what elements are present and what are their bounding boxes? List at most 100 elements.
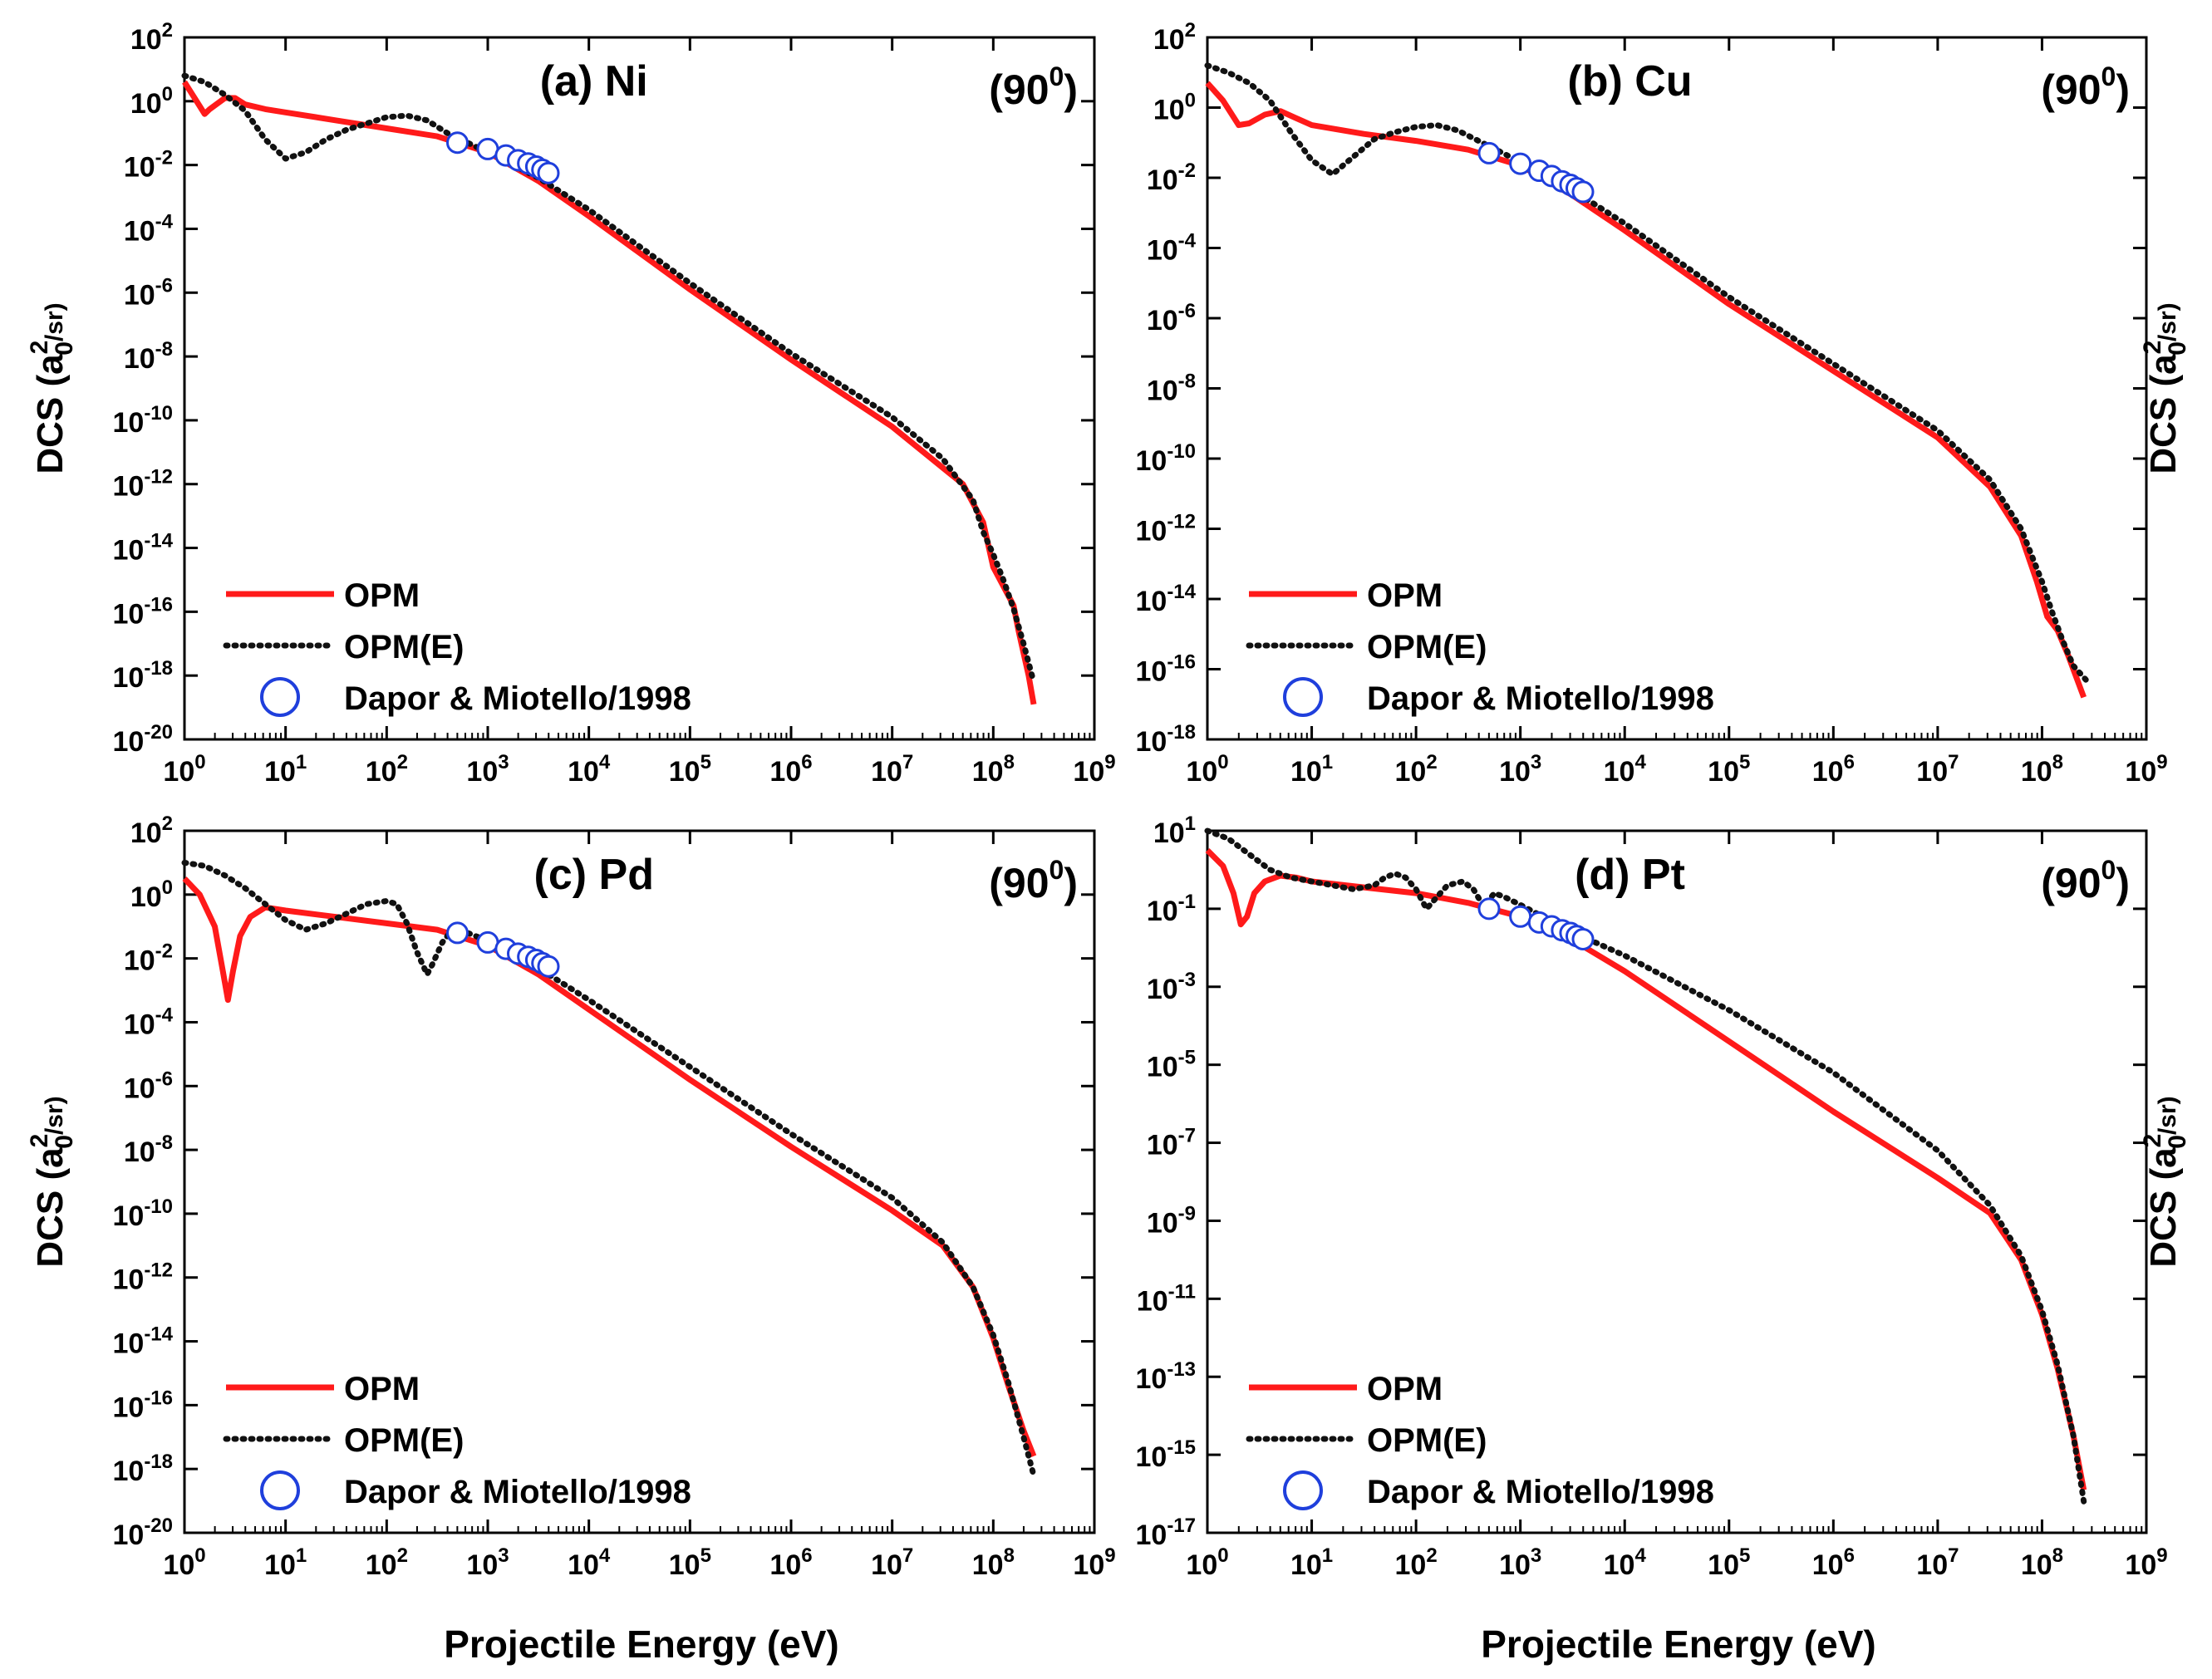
y-tick-label: 10-14 — [1135, 581, 1196, 617]
x-tick-label: 109 — [2125, 1544, 2167, 1581]
x-tick-label: 106 — [769, 751, 812, 788]
y-tick-label: 10-8 — [124, 1132, 173, 1168]
series-line-opme — [1204, 827, 2087, 1505]
x-tick-label: 106 — [1812, 1544, 1855, 1581]
xlabel-left: Projectile Energy (eV) — [444, 1623, 839, 1666]
x-tick-label: 108 — [2021, 1544, 2063, 1581]
x-tick-label: 106 — [769, 1544, 812, 1581]
x-tick-label: 109 — [1073, 1544, 1115, 1581]
y-tick-label: 10-12 — [112, 466, 173, 503]
x-tick-label: 107 — [871, 751, 913, 788]
angle-label: (900) — [989, 855, 1078, 906]
data-point-dapor — [1509, 905, 1532, 928]
y-tick-label: 10-16 — [112, 1387, 173, 1423]
y-tick-label: 100 — [130, 83, 173, 120]
y-tick-label: 10-17 — [1135, 1515, 1196, 1551]
plot-frame-d — [1206, 829, 2148, 1534]
panel-title: (a) Ni — [540, 57, 648, 106]
x-tick-label: 106 — [1812, 751, 1855, 788]
y-tick-label: 100 — [130, 876, 173, 913]
legend-label-opm: OPM — [1367, 577, 1443, 614]
data-point-dapor — [537, 955, 560, 978]
y-tick-label: 10-16 — [112, 593, 173, 630]
data-point-dapor — [446, 921, 469, 945]
x-tick-label: 103 — [466, 751, 509, 788]
series-line-opm — [1205, 81, 2087, 699]
y-tick-label: 10-18 — [112, 1451, 173, 1487]
series-line-opme — [181, 72, 1037, 685]
y-tick-label: 10-20 — [112, 721, 173, 758]
x-tick-label: 105 — [1708, 751, 1750, 788]
series-line-opm — [182, 80, 1037, 705]
y-tick-label: 10-6 — [124, 274, 173, 311]
y-tick-label: 10-2 — [124, 940, 173, 977]
y-tick-label: 102 — [130, 812, 173, 849]
data-point-dapor — [476, 930, 499, 954]
y-tick-label: 10-2 — [1147, 160, 1196, 196]
x-tick-label: 108 — [972, 1544, 1015, 1581]
x-tick-label: 104 — [568, 1544, 611, 1581]
legend-label-opme: OPM(E) — [1367, 629, 1487, 665]
x-tick-label: 104 — [568, 751, 611, 788]
angle-label: (900) — [2041, 61, 2130, 113]
y-tick-label: 10-15 — [1135, 1436, 1196, 1473]
y-axis-label: DCS (a20/sr) — [26, 302, 78, 474]
y-tick-label: 10-4 — [124, 210, 174, 247]
x-tick-label: 102 — [1395, 751, 1438, 788]
angle-label: (900) — [2041, 855, 2130, 906]
y-tick-label: 10-14 — [112, 530, 173, 567]
x-tick-label: 102 — [1395, 1544, 1438, 1581]
legend-label-dapor: Dapor & Miotello/1998 — [344, 1474, 691, 1510]
angle-label: (900) — [989, 61, 1078, 113]
legend-label-opme: OPM(E) — [1367, 1422, 1487, 1459]
panel-title: (c) Pd — [534, 851, 654, 899]
x-tick-label: 107 — [1916, 751, 1959, 788]
data-point-dapor — [1509, 152, 1532, 175]
data-point-dapor — [1571, 928, 1595, 951]
x-tick-label: 102 — [366, 751, 408, 788]
x-tick-label: 105 — [669, 1544, 711, 1581]
y-tick-label: 10-2 — [124, 147, 173, 184]
x-tick-label: 109 — [2125, 751, 2167, 788]
series-line-opm — [1205, 848, 2087, 1491]
x-tick-label: 109 — [1073, 751, 1115, 788]
x-tick-label: 101 — [264, 1544, 307, 1581]
plot-frame-b — [1206, 36, 2148, 741]
legend-label-dapor: Dapor & Miotello/1998 — [344, 680, 691, 717]
y-tick-label: 10-12 — [112, 1259, 173, 1296]
x-tick-label: 103 — [1499, 751, 1541, 788]
x-tick-label: 105 — [669, 751, 711, 788]
legend-label-opm: OPM — [344, 577, 420, 614]
y-axis-label: DCS (a20/sr) — [26, 1096, 78, 1267]
y-tick-label: 102 — [1153, 19, 1196, 56]
panel-a: 100 101 102 103 104 105 106 107 108 10910210010-2… — [26, 19, 1116, 788]
legend-label-dapor: Dapor & Miotello/1998 — [1367, 1474, 1714, 1510]
panel-b: 100 101 102 103 104 105 106 107 108 109 102 100 10-2… — [1135, 19, 2191, 788]
x-tick-label: 103 — [466, 1544, 509, 1581]
y-tick-label: 10-20 — [112, 1515, 173, 1551]
x-tick-label: 101 — [1290, 751, 1333, 788]
legend-label-opme: OPM(E) — [344, 629, 464, 665]
y-tick-label: 10-7 — [1147, 1125, 1196, 1161]
y-tick-label: 10-10 — [112, 402, 173, 439]
y-tick-label: 10-9 — [1147, 1202, 1196, 1239]
y-tick-label: 10-3 — [1147, 969, 1196, 1005]
y-tick-label: 10-13 — [1135, 1358, 1196, 1395]
legend-swatch-dapor — [1283, 677, 1323, 717]
x-tick-label: 100 — [163, 1544, 205, 1581]
data-point-dapor — [476, 137, 499, 160]
x-tick-label: 105 — [1708, 1544, 1750, 1581]
x-tick-label: 107 — [1916, 1544, 1959, 1581]
x-tick-label: 101 — [1290, 1544, 1333, 1581]
data-point-dapor — [446, 131, 469, 155]
x-tick-label: 101 — [264, 751, 307, 788]
x-tick-label: 104 — [1604, 1544, 1647, 1581]
y-tick-label: 102 — [130, 19, 173, 56]
plot-frame-a — [183, 36, 1096, 741]
data-point-dapor — [1477, 141, 1501, 164]
legend-label-dapor: Dapor & Miotello/1998 — [1367, 680, 1714, 717]
y-tick-label: 10-6 — [1147, 300, 1196, 336]
plot-frame-c — [183, 829, 1096, 1534]
y-tick-label: 10-8 — [124, 338, 173, 375]
